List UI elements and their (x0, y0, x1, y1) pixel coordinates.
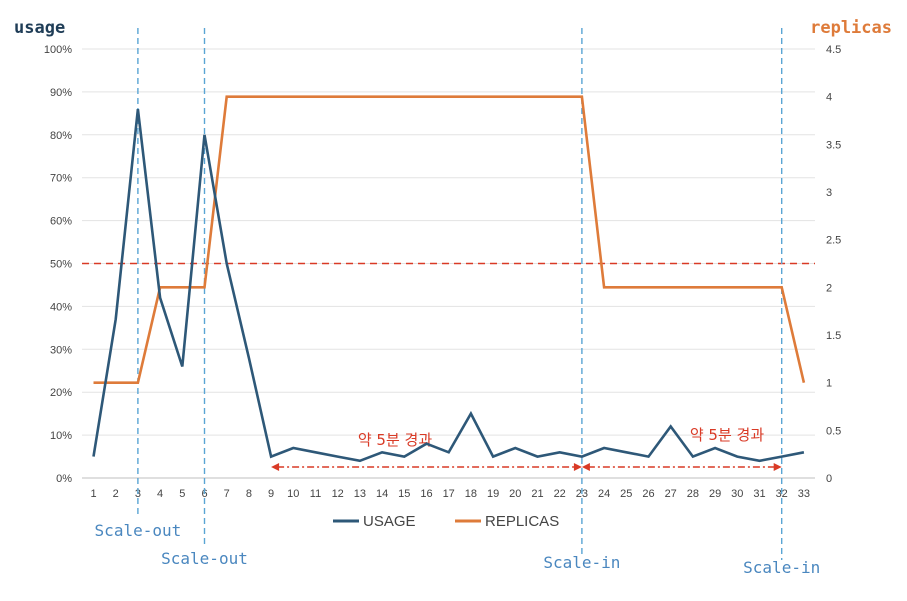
x-tick-label: 29 (709, 488, 721, 500)
y-left-tick-label: 0% (56, 473, 72, 485)
event-label: Scale-out (95, 521, 182, 540)
annotation-arrowhead-right (573, 463, 582, 471)
y-left-tick-label: 30% (50, 344, 72, 356)
y-right-tick-label: 3.5 (826, 139, 841, 151)
annotation-text: 약 5분 경과 (690, 426, 764, 444)
series-line-usage (92, 108, 805, 463)
legend-label: REPLICAS (485, 513, 559, 530)
x-tick-label: 14 (376, 488, 388, 500)
annotation-arrowhead-left (271, 463, 280, 471)
x-tick-label: 3 (135, 488, 141, 500)
x-tick-label: 20 (509, 488, 521, 500)
y-left-tick-label: 100% (44, 44, 72, 56)
event-label: Scale-out (161, 549, 248, 568)
y-left-tick-label: 50% (50, 259, 72, 271)
x-tick-label: 11 (310, 488, 321, 500)
y-left-tick-label: 80% (50, 130, 72, 142)
legend: USAGE REPLICAS (333, 513, 559, 530)
y-right-tick-label: 0.5 (826, 425, 841, 437)
annotations: 약 5분 경과 약 5분 경과 (271, 426, 782, 471)
y-right-tick-label: 1.5 (826, 330, 841, 342)
x-tick-label: 9 (268, 488, 274, 500)
annotation-arrowhead-right (773, 463, 782, 471)
annotation-text: 약 5분 경과 (358, 431, 432, 449)
x-tick-label: 5 (179, 488, 185, 500)
y-left-tick-label: 60% (50, 216, 72, 228)
y-right-axis-title: replicas (810, 18, 892, 38)
event-labels: Scale-out Scale-out Scale-in Scale-in (95, 521, 821, 577)
x-tick-label: 2 (113, 488, 119, 500)
x-tick-label: 19 (487, 488, 499, 500)
x-tick-label: 17 (443, 488, 455, 500)
y-right-tick-label: 1 (826, 378, 832, 390)
y-right-tick-label: 0 (826, 473, 832, 485)
y-left-tick-label: 70% (50, 173, 72, 185)
y-right-tick-label: 2.5 (826, 235, 841, 247)
x-tick-label: 16 (420, 488, 432, 500)
y-left-tick-label: 90% (50, 87, 72, 99)
x-tick-label: 28 (687, 488, 699, 500)
x-tick-label: 24 (598, 488, 610, 500)
y-right-tick-label: 3 (826, 187, 832, 199)
x-tick-label: 18 (465, 488, 477, 500)
y-left-axis-title: usage (14, 18, 65, 38)
x-tick-label: 30 (731, 488, 743, 500)
series-lines (92, 95, 806, 463)
event-label: Scale-in (743, 558, 820, 577)
axes: 0% 10% 20% 30% 40% 50% 60% 70% 80% 90% 100% 0 0.5 1 1.… (14, 18, 892, 500)
x-tick-label: 31 (753, 488, 765, 500)
x-tick-label: 8 (246, 488, 252, 500)
y-left-tick-label: 40% (50, 301, 72, 313)
x-tick-label: 15 (398, 488, 410, 500)
series-line-replicas (93, 95, 806, 385)
x-tick-label: 1 (90, 488, 96, 500)
x-tick-label: 21 (531, 488, 543, 500)
y-right-tick-label: 4.5 (826, 44, 841, 56)
y-left-tick-label: 10% (50, 430, 72, 442)
x-tick-label: 7 (224, 488, 230, 500)
event-label: Scale-in (543, 553, 620, 572)
annotation-arrowhead-left (581, 463, 590, 471)
x-tick-label: 13 (354, 488, 366, 500)
x-tick-label: 4 (157, 488, 163, 500)
x-tick-label: 22 (554, 488, 566, 500)
x-tick-label: 10 (287, 488, 299, 500)
x-tick-label: 25 (620, 488, 632, 500)
y-left-tick-label: 20% (50, 387, 72, 399)
y-right-tick-label: 4 (826, 92, 832, 104)
legend-label: USAGE (363, 513, 416, 530)
y-right-tick-label: 2 (826, 282, 832, 294)
x-tick-label: 12 (332, 488, 344, 500)
x-tick-label: 26 (642, 488, 654, 500)
x-tick-label: 33 (798, 488, 810, 500)
x-tick-label: 27 (665, 488, 677, 500)
